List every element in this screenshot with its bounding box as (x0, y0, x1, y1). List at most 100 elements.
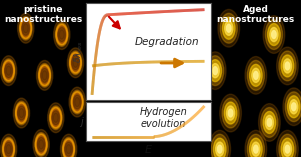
Circle shape (37, 137, 45, 152)
Text: $\delta\lambda_{res}$: $\delta\lambda_{res}$ (72, 40, 85, 63)
Circle shape (17, 106, 25, 120)
Circle shape (73, 58, 78, 68)
Circle shape (268, 24, 280, 46)
Circle shape (22, 21, 29, 35)
Text: Degradation: Degradation (135, 37, 199, 47)
Circle shape (285, 62, 290, 70)
Circle shape (279, 134, 296, 157)
Circle shape (270, 27, 278, 42)
Circle shape (222, 17, 235, 39)
Circle shape (247, 134, 264, 157)
Circle shape (281, 55, 294, 77)
Circle shape (5, 142, 12, 156)
Circle shape (216, 142, 224, 156)
Circle shape (228, 109, 233, 117)
Circle shape (58, 27, 66, 42)
Circle shape (66, 144, 71, 154)
Circle shape (70, 53, 81, 72)
Circle shape (204, 52, 226, 89)
Circle shape (75, 97, 80, 107)
Circle shape (55, 23, 68, 46)
Circle shape (265, 115, 273, 130)
Circle shape (64, 140, 74, 157)
Circle shape (283, 88, 301, 126)
Circle shape (16, 104, 26, 122)
Circle shape (206, 56, 224, 86)
Circle shape (250, 64, 262, 86)
Circle shape (253, 71, 258, 79)
Text: Aged
nanostructures: Aged nanostructures (217, 5, 295, 24)
Circle shape (252, 142, 260, 156)
Circle shape (5, 64, 12, 78)
Circle shape (19, 16, 32, 40)
Circle shape (213, 67, 217, 75)
Circle shape (0, 134, 17, 157)
Circle shape (33, 130, 49, 157)
Circle shape (252, 68, 260, 82)
Text: $E$: $E$ (144, 143, 153, 155)
Circle shape (49, 106, 62, 130)
Circle shape (222, 98, 239, 128)
Circle shape (245, 57, 267, 94)
Circle shape (13, 98, 29, 128)
Circle shape (218, 9, 240, 47)
Circle shape (61, 134, 77, 157)
Circle shape (36, 60, 53, 90)
Circle shape (290, 100, 298, 114)
Circle shape (0, 56, 17, 86)
Circle shape (35, 133, 48, 156)
Circle shape (2, 59, 15, 82)
Circle shape (220, 94, 241, 132)
Circle shape (279, 51, 296, 81)
Circle shape (261, 108, 278, 137)
Text: $j$: $j$ (79, 115, 85, 129)
Circle shape (3, 61, 14, 80)
Circle shape (62, 137, 75, 157)
Circle shape (265, 20, 282, 49)
Circle shape (3, 140, 14, 157)
Circle shape (250, 138, 262, 157)
Circle shape (267, 119, 272, 126)
Text: pristine
nanostructures: pristine nanostructures (4, 5, 82, 24)
Circle shape (263, 111, 276, 133)
Circle shape (227, 24, 231, 32)
Circle shape (73, 95, 81, 109)
Circle shape (224, 102, 237, 124)
Circle shape (38, 64, 51, 87)
Circle shape (53, 113, 58, 122)
Circle shape (71, 90, 84, 114)
Circle shape (65, 142, 73, 156)
Circle shape (6, 144, 11, 154)
Circle shape (72, 93, 82, 111)
Circle shape (23, 24, 28, 33)
Text: Hydrogen
evolution: Hydrogen evolution (139, 107, 187, 129)
Circle shape (41, 68, 48, 82)
Circle shape (291, 103, 296, 111)
Circle shape (263, 16, 285, 53)
Circle shape (51, 108, 61, 127)
Circle shape (277, 130, 298, 157)
Circle shape (277, 47, 298, 85)
Circle shape (36, 135, 46, 154)
Circle shape (247, 60, 264, 90)
Circle shape (48, 103, 64, 133)
Circle shape (67, 48, 84, 78)
Circle shape (59, 30, 64, 39)
Circle shape (211, 134, 228, 157)
Circle shape (19, 108, 24, 118)
Circle shape (284, 142, 291, 156)
Circle shape (209, 60, 222, 82)
Circle shape (272, 31, 276, 38)
Circle shape (225, 21, 233, 35)
Circle shape (39, 66, 50, 85)
Circle shape (69, 51, 82, 75)
Circle shape (209, 130, 231, 157)
Circle shape (211, 64, 219, 78)
Circle shape (42, 71, 47, 80)
Circle shape (69, 87, 85, 117)
Circle shape (20, 19, 31, 38)
Circle shape (220, 13, 237, 43)
Circle shape (15, 101, 28, 125)
Circle shape (245, 130, 267, 157)
Circle shape (213, 138, 226, 157)
